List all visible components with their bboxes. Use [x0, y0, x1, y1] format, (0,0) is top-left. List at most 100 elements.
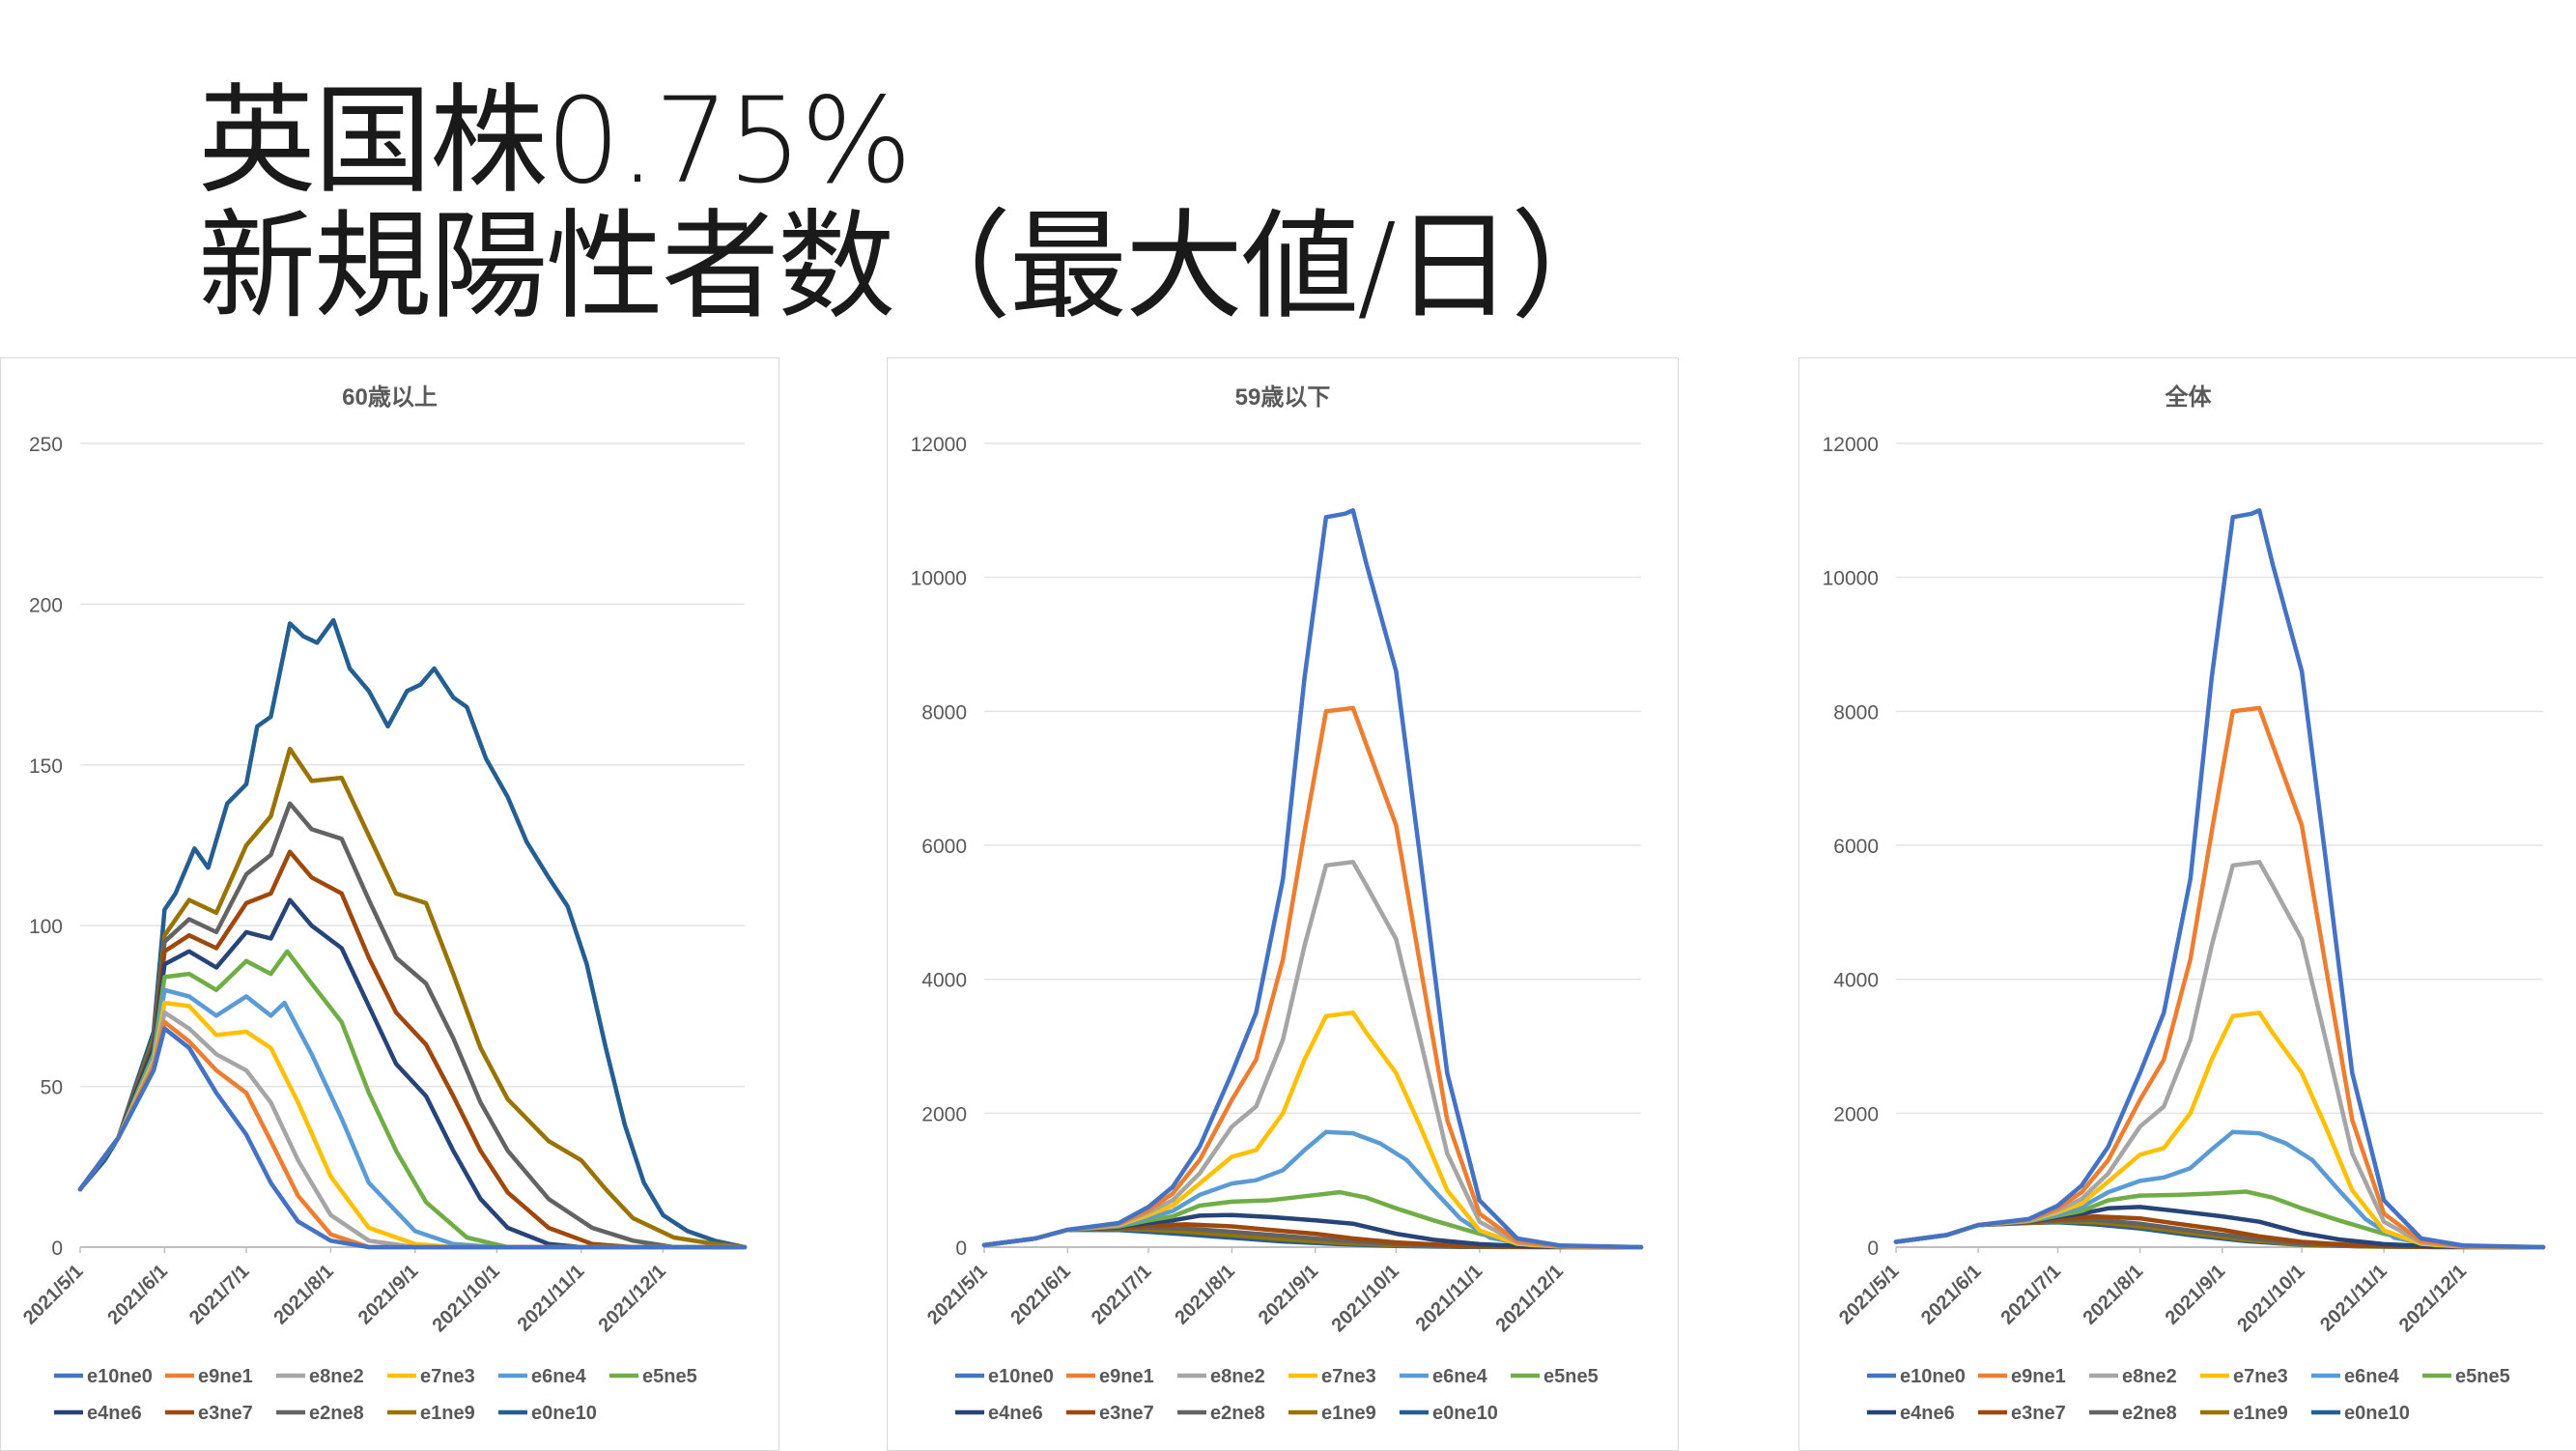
y-tick-label: 4000 — [921, 970, 967, 992]
legend-label-e4ne6: e4ne6 — [87, 1403, 142, 1424]
series-line-e3ne7 — [77, 849, 748, 1250]
legend-label-e7ne3: e7ne3 — [1321, 1366, 1376, 1387]
y-tick-label: 8000 — [921, 701, 967, 724]
y-tick-label: 12000 — [1823, 434, 1879, 456]
y-tick-label: 250 — [29, 434, 63, 456]
x-tick-label: 2021/6/1 — [1006, 1261, 1075, 1329]
x-tick-label: 2021/9/1 — [354, 1261, 423, 1329]
series-line-e7ne3 — [1893, 1010, 2546, 1250]
series-line-e8ne2 — [981, 860, 1644, 1250]
chart-title: 59歳以下 — [1235, 384, 1331, 411]
legend-label-e0ne10: e0ne10 — [2344, 1403, 2410, 1424]
legend-label-e6ne4: e6ne4 — [1432, 1366, 1488, 1387]
y-tick-label: 10000 — [911, 568, 967, 590]
x-tick-label: 2021/8/1 — [269, 1261, 338, 1329]
x-tick-label: 2021/6/1 — [1917, 1261, 1986, 1329]
legend-label-e8ne2: e8ne2 — [2122, 1366, 2177, 1387]
legend-label-e5ne5: e5ne5 — [1543, 1366, 1599, 1387]
x-tick-label: 2021/12/1 — [1491, 1261, 1567, 1336]
y-tick-label: 0 — [955, 1238, 967, 1260]
y-tick-label: 2000 — [1833, 1103, 1879, 1125]
legend-label-e4ne6: e4ne6 — [988, 1403, 1043, 1424]
chart-panel-60-and-over: 60歳以上 0 50 100 150 200 250 2021/5/1 2021/6/1 2021… — [0, 357, 779, 1451]
legend-label-e9ne1: e9ne1 — [1099, 1366, 1154, 1387]
y-tick-label: 10000 — [1823, 568, 1879, 590]
legend-label-e0ne10: e0ne10 — [531, 1403, 597, 1424]
legend-label-e9ne1: e9ne1 — [2011, 1366, 2066, 1387]
x-tick-label: 2021/12/1 — [594, 1261, 669, 1336]
legend-label-e5ne5: e5ne5 — [642, 1366, 697, 1387]
legend-label-e3ne7: e3ne7 — [2011, 1403, 2066, 1424]
y-tick-label: 2000 — [921, 1103, 967, 1125]
chart-title: 全体 — [2165, 384, 2213, 411]
legend-label-e7ne3: e7ne3 — [2233, 1366, 2288, 1387]
y-tick-label: 6000 — [1833, 836, 1879, 858]
legend-label-e4ne6: e4ne6 — [1900, 1403, 1955, 1424]
legend-label-e9ne1: e9ne1 — [198, 1366, 253, 1387]
x-tick-label: 2021/7/1 — [185, 1261, 254, 1329]
series-line-e8ne2 — [77, 1010, 748, 1250]
legend-label-e10ne0: e10ne0 — [87, 1366, 153, 1387]
y-tick-label: 150 — [29, 755, 63, 778]
series-line-e10ne0 — [77, 1026, 748, 1250]
x-tick-label: 2021/5/1 — [1835, 1261, 1904, 1329]
legend-label-e5ne5: e5ne5 — [2455, 1366, 2510, 1387]
legend-label-e2ne8: e2ne8 — [2122, 1403, 2177, 1424]
x-tick-label: 2021/6/1 — [103, 1261, 172, 1329]
series-line-e8ne2 — [1893, 860, 2546, 1250]
x-tick-label: 2021/10/1 — [2233, 1261, 2308, 1336]
legend-label-e10ne0: e10ne0 — [988, 1366, 1054, 1387]
legend-label-e0ne10: e0ne10 — [1432, 1403, 1498, 1424]
legend-label-e7ne3: e7ne3 — [420, 1366, 475, 1387]
series-line-e7ne3 — [981, 1010, 1644, 1250]
page-title-line1: 英国株0.75% — [198, 72, 913, 210]
x-tick-label: 2021/11/1 — [2316, 1261, 2392, 1336]
x-tick-label: 2021/9/1 — [1255, 1261, 1323, 1329]
series-line-e10ne0 — [1893, 508, 2546, 1250]
page-title-line2: 新規陽性者数（最大値/日） — [198, 198, 1628, 335]
legend-label-e1ne9: e1ne9 — [420, 1403, 475, 1424]
legend-label-e2ne8: e2ne8 — [1210, 1403, 1265, 1424]
y-tick-label: 200 — [29, 594, 63, 616]
y-tick-label: 8000 — [1833, 701, 1879, 724]
x-tick-label: 2021/12/1 — [2395, 1261, 2471, 1336]
x-tick-label: 2021/5/1 — [19, 1261, 88, 1329]
series-line-e0ne10 — [77, 617, 748, 1250]
series-line-e9ne1 — [1893, 705, 2546, 1250]
x-tick-label: 2021/7/1 — [1996, 1261, 2065, 1329]
legend-label-e6ne4: e6ne4 — [531, 1366, 587, 1387]
chart-title: 60歳以上 — [342, 384, 438, 411]
y-tick-label: 4000 — [1833, 970, 1879, 992]
chart-panel-59-and-under: 59歳以下 0 2000 4000 6000 8000 10000 12000 2021/5/1… — [887, 357, 1679, 1451]
legend-label-e3ne7: e3ne7 — [1099, 1403, 1154, 1424]
x-tick-label: 2021/9/1 — [2162, 1261, 2230, 1329]
legend-label-e3ne7: e3ne7 — [198, 1403, 253, 1424]
x-tick-label: 2021/11/1 — [1412, 1261, 1487, 1336]
x-tick-label: 2021/7/1 — [1088, 1261, 1156, 1329]
y-tick-label: 0 — [51, 1238, 63, 1260]
x-tick-label: 2021/8/1 — [2080, 1261, 2148, 1329]
series-line-e10ne0 — [981, 508, 1644, 1250]
x-tick-label: 2021/8/1 — [1171, 1261, 1239, 1329]
legend-label-e1ne9: e1ne9 — [1321, 1403, 1376, 1424]
chart-59-and-under: 59歳以下 0 2000 4000 6000 8000 10000 12000 2021/5/1… — [911, 384, 1644, 1424]
x-tick-label: 2021/5/1 — [923, 1261, 992, 1329]
series-line-e4ne6 — [77, 897, 748, 1250]
legend-label-e10ne0: e10ne0 — [1900, 1366, 1966, 1387]
series-line-e2ne8 — [77, 801, 748, 1250]
legend-label-e2ne8: e2ne8 — [309, 1403, 364, 1424]
chart-panel-total: 全体 0 2000 4000 6000 8000 10000 12000 2021/5/1 202… — [1798, 357, 2576, 1451]
legend-label-e1ne9: e1ne9 — [2233, 1403, 2288, 1424]
y-tick-label: 12000 — [911, 434, 967, 456]
x-tick-label: 2021/10/1 — [1327, 1261, 1402, 1336]
legend-label-e6ne4: e6ne4 — [2344, 1366, 2400, 1387]
y-tick-label: 6000 — [921, 836, 967, 858]
legend-label-e8ne2: e8ne2 — [309, 1366, 364, 1387]
legend-label-e8ne2: e8ne2 — [1210, 1366, 1265, 1387]
series-line-e9ne1 — [981, 705, 1644, 1250]
y-tick-label: 50 — [41, 1077, 63, 1099]
y-tick-label: 0 — [1867, 1238, 1879, 1260]
series-line-e1ne9 — [77, 746, 748, 1250]
x-tick-label: 2021/11/1 — [514, 1261, 589, 1336]
